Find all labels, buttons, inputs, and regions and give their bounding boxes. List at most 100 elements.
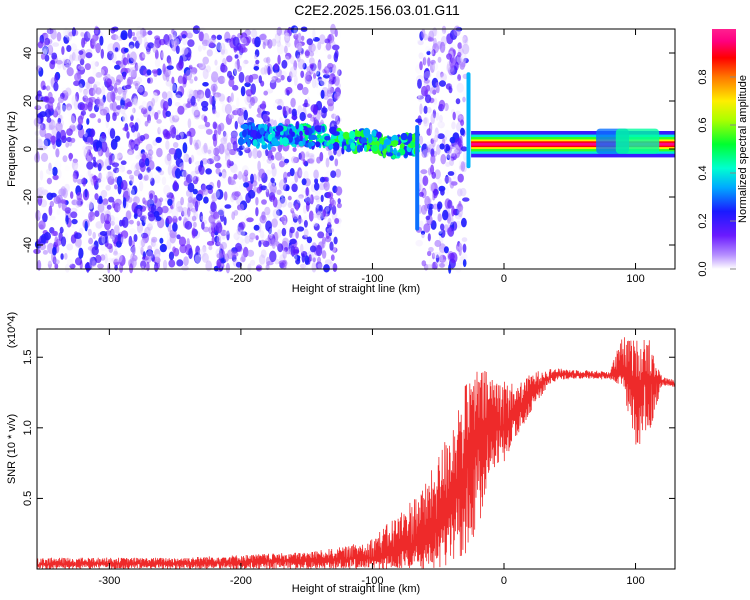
noise-blob [296, 54, 301, 63]
noise-blob [261, 199, 267, 205]
noise-blob [297, 105, 303, 115]
noise-blob [100, 212, 106, 224]
noise-blob [159, 243, 167, 253]
noise-blob [61, 200, 67, 212]
noise-blob [337, 198, 341, 204]
noise-blob [55, 122, 63, 132]
x-tick-label: 0 [501, 575, 507, 587]
noise-blob [298, 194, 304, 199]
noise-blob [261, 150, 266, 162]
noise-blob [304, 99, 308, 108]
noise-blob [122, 112, 127, 122]
noise-blob [100, 189, 108, 199]
noise-blob [93, 159, 97, 167]
noise-blob [276, 26, 282, 36]
noise-blob [331, 247, 338, 253]
noise-blob [445, 162, 451, 167]
noise-blob [117, 140, 122, 149]
noise-blob [148, 120, 152, 128]
noise-blob [181, 265, 189, 271]
noise-blob [431, 49, 436, 57]
noise-blob [156, 147, 163, 158]
noise-blob [429, 183, 435, 192]
noise-blob [333, 236, 338, 245]
noise-blob [128, 219, 134, 225]
noise-blob [321, 238, 326, 249]
noise-blob [159, 197, 164, 203]
noise-blob [67, 106, 72, 117]
noise-blob [181, 207, 189, 216]
carrier-blob [342, 131, 350, 140]
noise-blob [264, 206, 271, 216]
carrier-blob [316, 134, 322, 139]
noise-blob [135, 30, 143, 39]
noise-blob [202, 56, 209, 65]
noise-blob [201, 144, 209, 155]
noise-blob [210, 201, 217, 213]
noise-blob [146, 69, 152, 76]
carrier-blob [259, 127, 265, 135]
noise-blob [216, 34, 222, 40]
x-tick-label: -300 [98, 575, 120, 587]
noise-blob [201, 252, 209, 263]
carrier-blob [248, 124, 252, 131]
noise-blob [437, 201, 443, 210]
noise-blob [433, 101, 437, 112]
noise-blob [324, 259, 332, 265]
noise-blob [108, 196, 115, 203]
noise-blob [152, 43, 158, 54]
colorbar-tick-label: 0.0 [697, 261, 709, 276]
noise-blob [130, 176, 135, 185]
y-tick-label: 0 [22, 146, 34, 152]
noise-blob [134, 98, 138, 106]
noise-blob [111, 53, 117, 63]
noise-blob [269, 76, 276, 84]
noise-blob [446, 149, 453, 159]
noise-blob [302, 159, 306, 166]
noise-blob [265, 256, 271, 267]
noise-blob [97, 147, 102, 158]
noise-blob [234, 108, 240, 116]
noise-blob [284, 158, 290, 164]
noise-blob [270, 195, 276, 201]
noise-blob [179, 244, 187, 254]
noise-blob [198, 62, 205, 69]
noise-blob [176, 62, 184, 71]
noise-blob [94, 210, 100, 217]
noise-blob [74, 72, 82, 82]
noise-blob [74, 245, 80, 255]
noise-blob [203, 32, 210, 45]
noise-blob [235, 199, 240, 206]
noise-blob [172, 222, 178, 232]
noise-blob [238, 145, 245, 151]
noise-blob [196, 148, 203, 156]
noise-blob [452, 144, 460, 154]
carrier-blob [291, 131, 295, 137]
noise-blob [216, 42, 224, 51]
noise-blob [325, 43, 332, 51]
noise-blob [234, 191, 241, 197]
noise-blob [84, 220, 88, 232]
snr-x-label: Height of straight line (km) [292, 583, 420, 595]
carrier-blob [304, 129, 310, 135]
noise-blob [110, 229, 116, 241]
noise-blob [38, 49, 45, 55]
noise-blob [310, 254, 318, 262]
noise-blob [301, 178, 307, 186]
noise-blob [441, 75, 445, 82]
noise-blob [211, 155, 218, 163]
noise-blob [449, 157, 455, 167]
noise-blob [81, 37, 86, 48]
noise-blob [313, 72, 317, 79]
noise-blob [266, 56, 271, 64]
noise-blob [175, 91, 183, 99]
noise-blob [34, 105, 42, 111]
carrier-blob [370, 144, 379, 152]
noise-blob [120, 179, 128, 191]
noise-blob [62, 102, 67, 112]
noise-blob [238, 71, 245, 83]
noise-blob [117, 86, 123, 95]
noise-blob [284, 247, 288, 252]
noise-blob [293, 156, 300, 164]
noise-blob [265, 188, 270, 198]
